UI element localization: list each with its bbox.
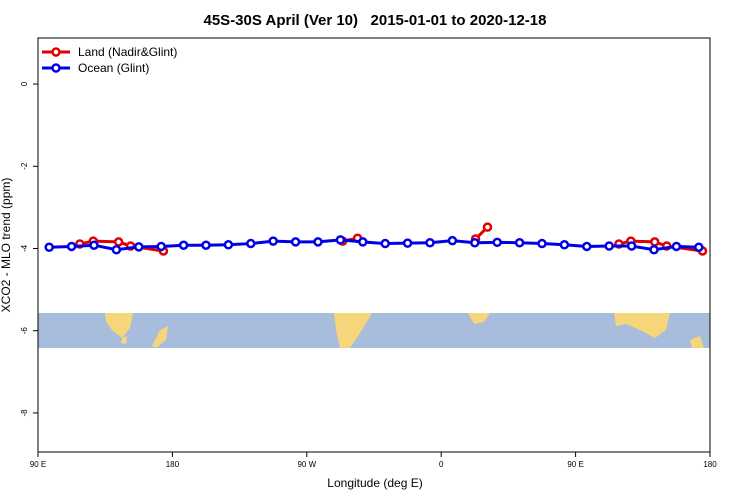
point [313, 237, 323, 247]
point [335, 235, 346, 245]
point [134, 242, 144, 252]
legend-marker [51, 63, 61, 73]
y-tick-label: 0 [20, 81, 29, 86]
point [537, 238, 547, 249]
point [156, 241, 166, 252]
chart-title: 45S-30S April (Ver 10) 2015-01-01 to 202… [204, 12, 547, 29]
y-tick-label: -8 [20, 409, 29, 417]
point [268, 236, 278, 246]
y-tick-label: -6 [20, 327, 29, 335]
x-tick-label: 90 E [30, 460, 46, 469]
point [649, 237, 660, 247]
map-land [105, 313, 133, 338]
point [113, 237, 124, 247]
map-land [121, 336, 127, 344]
point [246, 238, 256, 249]
point [604, 241, 614, 251]
legend-label: Ocean (Glint) [78, 61, 149, 75]
point [514, 237, 525, 248]
point [482, 222, 493, 232]
point [358, 237, 368, 247]
y-tick-label: -4 [20, 244, 29, 252]
x-tick-label: 90 E [567, 460, 583, 469]
map-land [152, 326, 168, 348]
legend-label: Land (Nadir&Glint) [78, 45, 177, 59]
y-axis-label: XCO2 - MLO trend (ppm) [0, 178, 13, 313]
map-ocean [38, 313, 710, 348]
map-land [334, 313, 372, 348]
point [425, 237, 435, 248]
map-land [690, 336, 704, 348]
point [111, 244, 122, 255]
point [402, 238, 413, 248]
point [44, 242, 54, 253]
map-land [614, 313, 670, 338]
x-axis-label: Longitude (deg E) [327, 476, 422, 490]
point [671, 241, 682, 252]
y-tick-label: -2 [20, 162, 29, 170]
point [470, 237, 480, 248]
point [626, 241, 637, 251]
legend-marker [51, 47, 61, 57]
point [89, 240, 99, 250]
x-tick-label: 180 [166, 460, 180, 469]
point [223, 240, 234, 250]
x-tick-label: 90 W [297, 460, 316, 469]
point [492, 237, 502, 248]
point [559, 240, 570, 250]
x-tick-label: 0 [439, 460, 444, 469]
point [649, 244, 659, 255]
point [178, 240, 189, 250]
point [694, 242, 704, 253]
map-land [468, 313, 490, 324]
point [447, 235, 458, 246]
x-tick-label: 180 [703, 460, 717, 469]
point [582, 241, 592, 252]
point [66, 241, 77, 252]
point [380, 238, 390, 249]
plot-frame [37, 37, 711, 453]
point [290, 237, 301, 247]
point [201, 240, 211, 250]
